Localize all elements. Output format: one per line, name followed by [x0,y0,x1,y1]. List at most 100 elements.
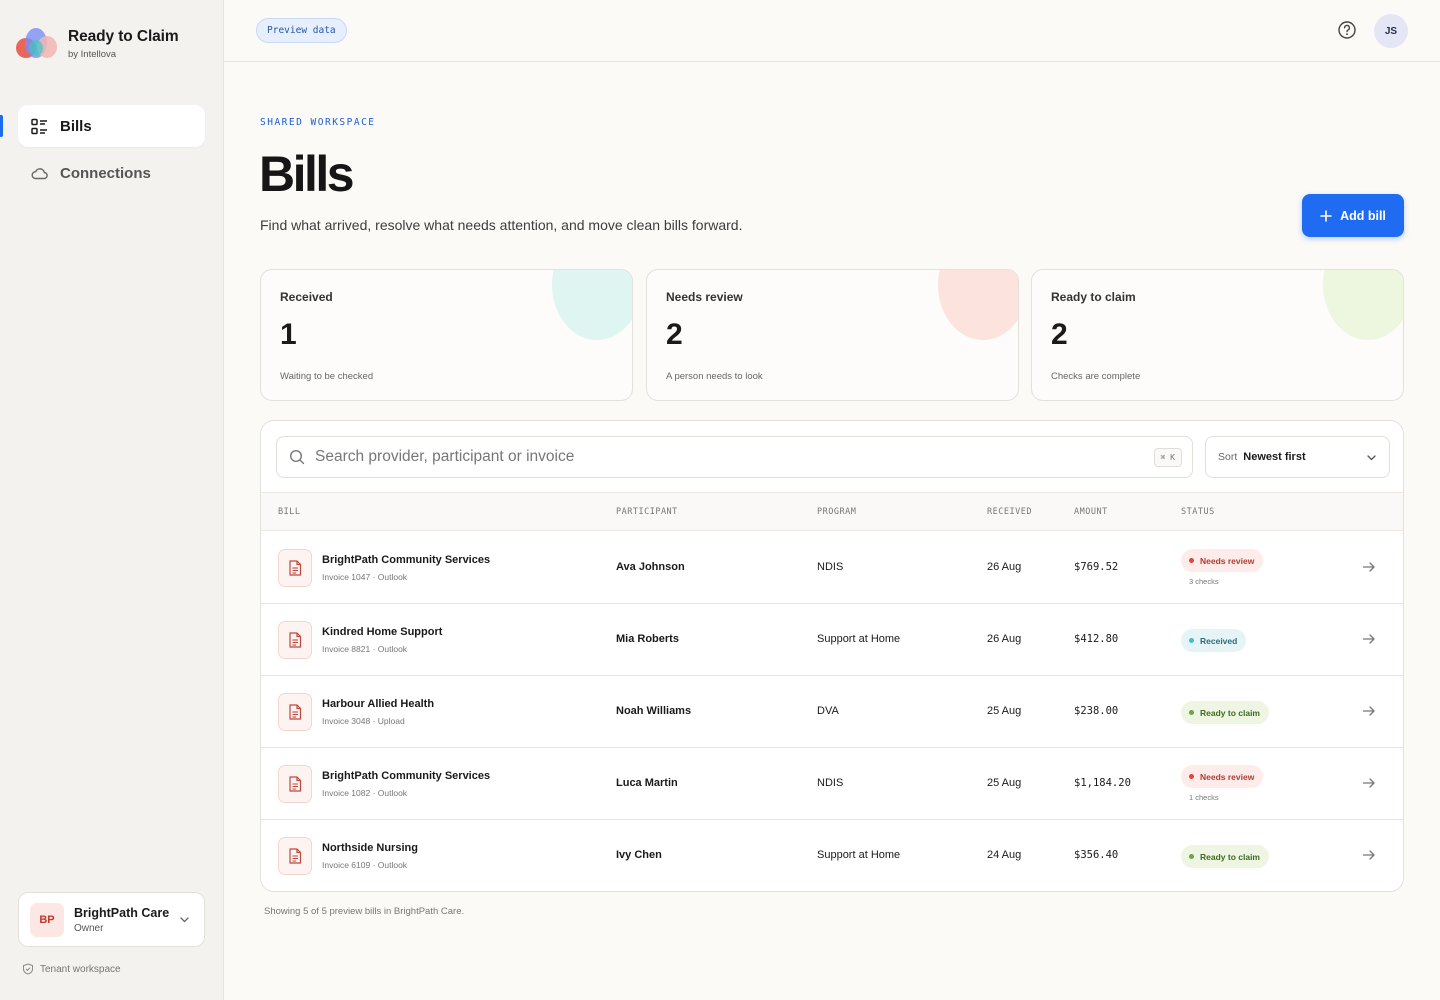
document-icon [278,621,312,659]
bill-received-date: 26 Aug [987,561,1022,573]
search-shortcut: ⌘ K [1153,448,1182,467]
status-label: Received [1200,635,1238,646]
status-label: Ready to claim [1200,851,1260,862]
arrow-right-icon[interactable] [1361,559,1377,575]
bill-program: DVA [817,705,839,717]
bill-amount: $1,184.20 [1074,777,1131,789]
org-switcher[interactable]: BP BrightPath Care Owner [18,892,205,947]
status-dot-icon [1189,558,1194,563]
table-row[interactable]: BrightPath Community Services Invoice 104… [261,532,1403,604]
user-avatar[interactable]: JS [1374,14,1408,48]
bill-participant: Ava Johnson [616,561,685,573]
bill-provider: BrightPath Community Services [322,554,491,566]
bill-provider: Kindred Home Support [322,626,443,638]
bill-amount: $412.80 [1074,633,1119,645]
stat-decoration [552,270,632,340]
sidebar-item-label: Connections [60,164,151,182]
brand-logo-icon [16,26,58,62]
column-header-amount[interactable]: AMOUNT [1074,507,1108,517]
tenant-text: Tenant workspace [40,963,121,975]
stat-value: 2 [666,318,683,351]
bill-invoice: Invoice 1082 · Outlook [322,788,408,798]
bill-invoice: Invoice 1047 · Outlook [322,572,408,582]
document-icon [278,765,312,803]
status-dot-icon [1189,854,1194,859]
stat-label: Received [280,290,333,304]
stat-card-received[interactable]: Received 1 Waiting to be checked [260,269,633,401]
list-icon [31,118,47,134]
status-dot-icon [1189,774,1194,779]
sidebar-item-connections[interactable]: Connections [18,152,205,194]
search-icon [289,449,305,465]
table-row[interactable]: Harbour Allied Health Invoice 3048 · Uplo… [261,676,1403,748]
bill-received-date: 25 Aug [987,777,1022,789]
stat-value: 2 [1051,318,1068,351]
column-header-status[interactable]: STATUS [1181,507,1215,517]
add-bill-button[interactable]: Add bill [1302,194,1404,237]
arrow-right-icon[interactable] [1361,703,1377,719]
page-eyebrow: SHARED WORKSPACE [260,117,376,128]
cloud-icon [31,168,48,180]
org-name: BrightPath Care [74,905,170,920]
column-header-bill[interactable]: BILL [278,507,301,517]
bill-invoice: Invoice 3048 · Upload [322,716,405,726]
stat-label: Ready to claim [1051,290,1136,304]
column-header-participant[interactable]: PARTICIPANT [616,507,678,517]
column-header-program[interactable]: PROGRAM [817,507,857,517]
search-box[interactable]: ⌘ K [276,436,1193,478]
stat-card-needs-review[interactable]: Needs review 2 A person needs to look [646,269,1019,401]
status-dot-icon [1189,710,1194,715]
status-badge: Received [1181,629,1247,652]
bill-invoice: Invoice 8821 · Outlook [322,644,408,654]
arrow-right-icon[interactable] [1361,847,1377,863]
bill-provider: Northside Nursing [322,842,418,854]
status-label: Needs review [1200,771,1255,782]
arrow-right-icon[interactable] [1361,775,1377,791]
shield-check-icon [23,963,33,975]
bill-participant: Ivy Chen [616,849,662,861]
table-row[interactable]: Kindred Home Support Invoice 8821 · Outlo… [261,604,1403,676]
add-bill-label: Add bill [1340,208,1386,223]
status-badge: Needs review [1181,765,1264,788]
page-title: Bills [259,146,355,202]
sort-label: Sort [1218,451,1238,463]
table-row[interactable]: Northside Nursing Invoice 6109 · Outlook I… [261,820,1403,891]
column-header-received[interactable]: RECEIVED [987,507,1032,517]
sort-value: Newest first [1243,451,1306,463]
table-row[interactable]: BrightPath Community Services Invoice 108… [261,748,1403,820]
table-header: BILL PARTICIPANT PROGRAM RECEIVED AMOUNT… [261,492,1403,531]
brand[interactable]: Ready to Claim by Intellova [16,26,179,62]
bill-program: Support at Home [817,849,901,861]
document-icon [278,693,312,731]
bill-provider: Harbour Allied Health [322,698,435,710]
document-icon [278,837,312,875]
topbar: Preview data JS [224,0,1440,62]
help-icon[interactable] [1337,20,1357,40]
status-checks: 1 checks [1189,793,1219,802]
brand-byline: by Intellova [68,49,117,60]
status-dot-icon [1189,638,1194,643]
tenant-label: Tenant workspace [22,963,121,975]
bill-provider: BrightPath Community Services [322,770,491,782]
bill-program: NDIS [817,777,844,789]
nav-active-indicator [0,115,3,137]
bill-amount: $769.52 [1074,561,1119,573]
org-avatar: BP [30,902,64,937]
status-badge: Needs review [1181,549,1264,572]
status-label: Needs review [1200,555,1255,566]
bill-program: Support at Home [817,633,901,645]
bill-amount: $238.00 [1074,705,1119,717]
stat-card-ready-to-claim[interactable]: Ready to claim 2 Checks are complete [1031,269,1404,401]
bill-amount: $356.40 [1074,849,1119,861]
stat-decoration [938,270,1018,340]
sort-select[interactable]: Sort Newest first [1205,436,1390,478]
sidebar: Ready to Claim by Intellova Bills Connec… [0,0,224,1000]
chevron-down-icon [180,917,189,923]
arrow-right-icon[interactable] [1361,631,1377,647]
bill-program: NDIS [817,561,844,573]
sidebar-item-bills[interactable]: Bills [18,105,205,147]
preview-data-badge: Preview data [256,18,347,43]
search-input[interactable] [315,448,1115,466]
table-footnote: Showing 5 of 5 preview bills in BrightPa… [264,906,465,917]
stat-decoration [1323,270,1403,340]
